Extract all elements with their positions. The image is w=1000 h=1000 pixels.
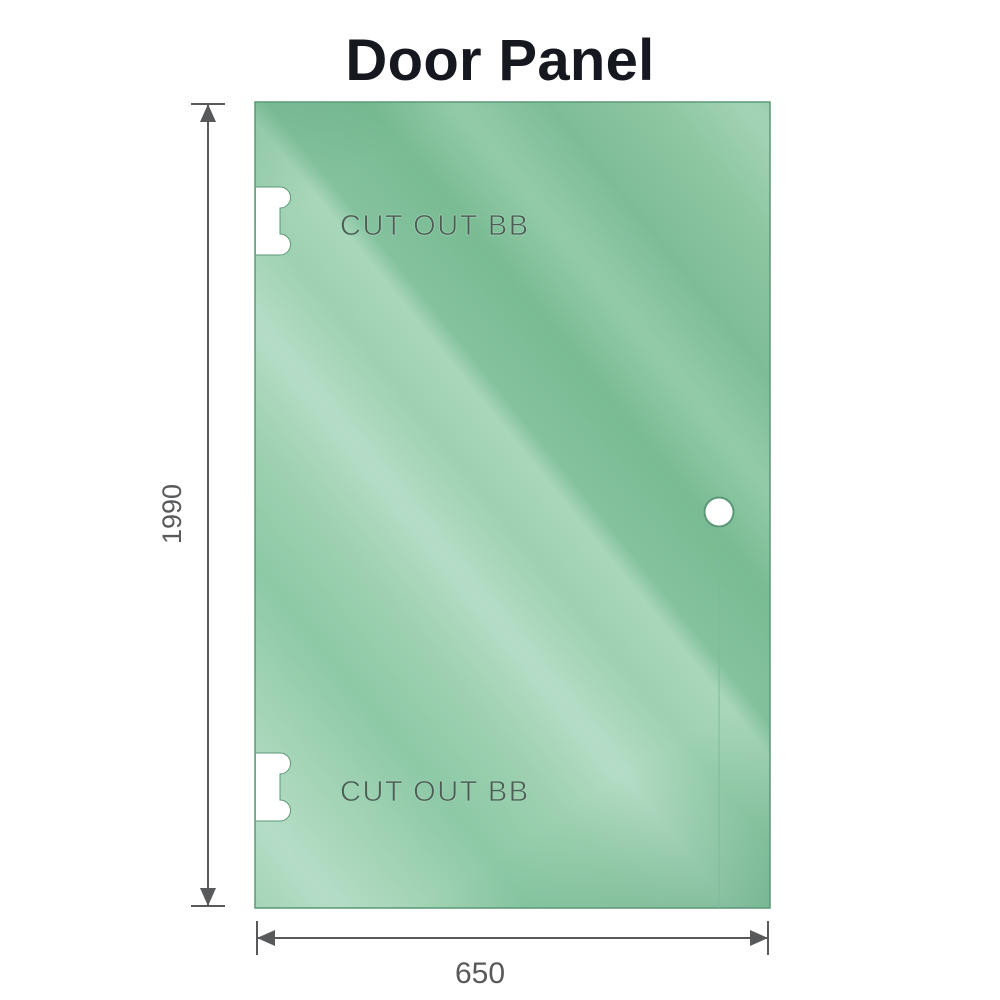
svg-text:CUT OUT BB: CUT OUT BB: [340, 776, 530, 808]
svg-text:CUT OUT BB: CUT OUT BB: [340, 210, 530, 242]
svg-text:1990: 1990: [157, 484, 187, 544]
svg-text:650: 650: [455, 957, 505, 990]
